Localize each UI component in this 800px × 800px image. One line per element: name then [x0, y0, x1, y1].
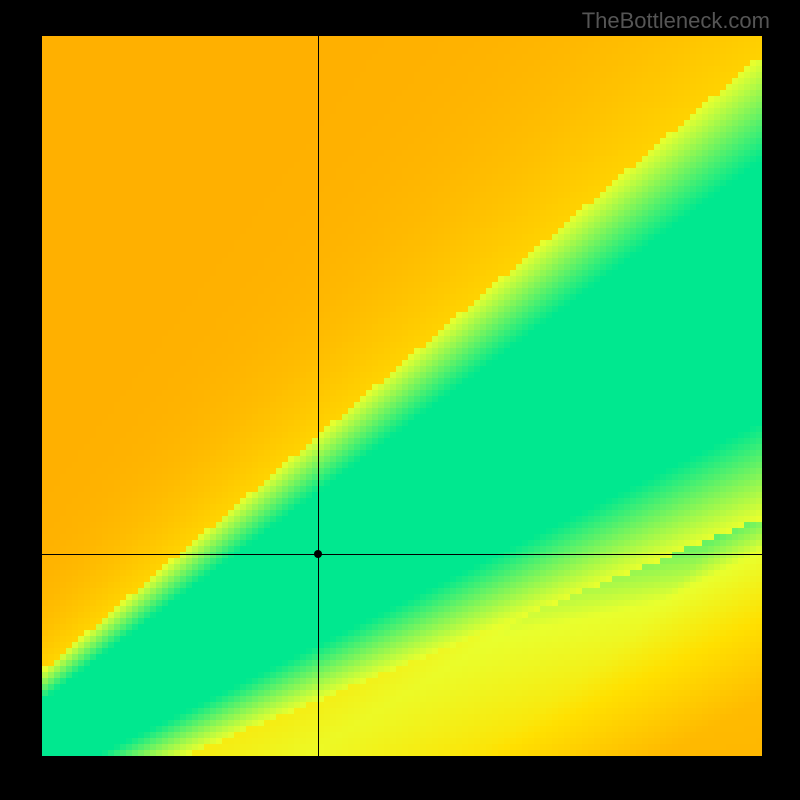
crosshair-vertical	[318, 36, 319, 756]
crosshair-marker-dot	[314, 550, 322, 558]
crosshair-horizontal	[42, 554, 762, 555]
heatmap-plot	[42, 36, 762, 756]
watermark-text: TheBottleneck.com	[582, 8, 770, 34]
